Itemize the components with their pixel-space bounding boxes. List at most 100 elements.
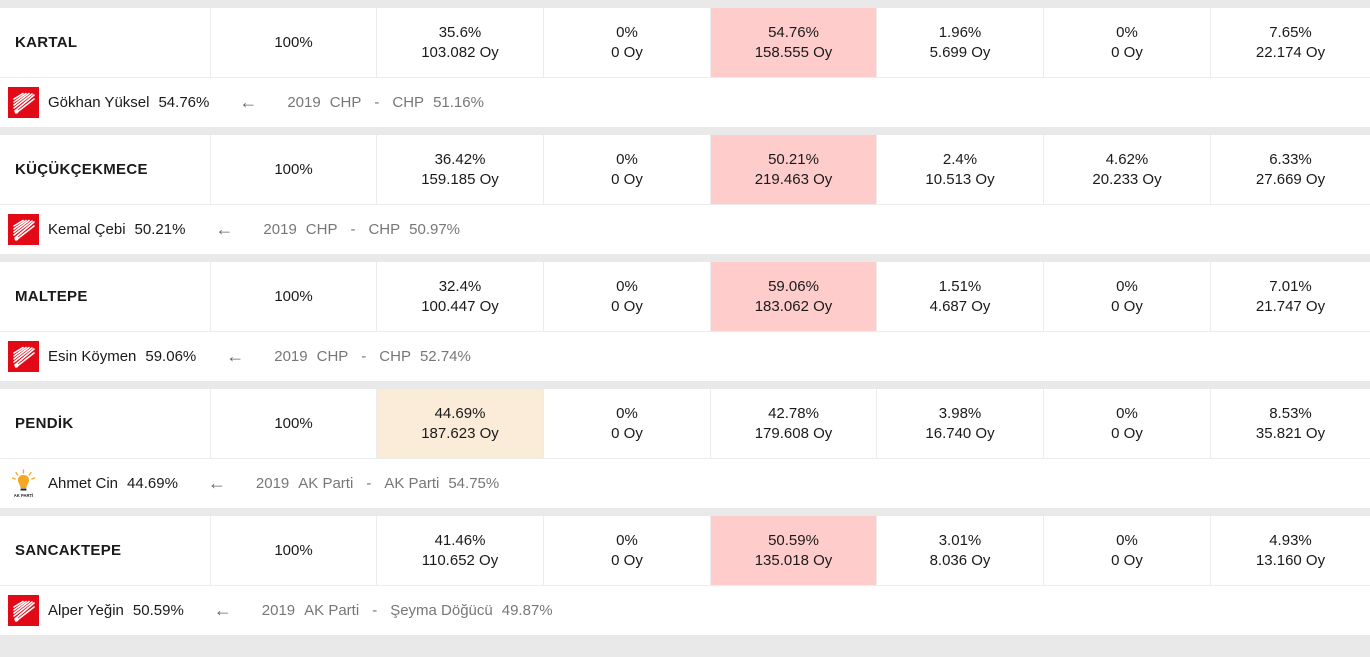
winner-name: Gökhan Yüksel (48, 94, 150, 111)
party-result-cell: 1.96% 5.699 Oy (877, 8, 1044, 77)
party-result-cell: 4.62% 20.233 Oy (1044, 135, 1211, 204)
district-row[interactable]: SANCAKTEPE 100% 41.46% 110.652 Oy 0% 0 Oy 50.5… (0, 516, 1370, 586)
party-percent: 50.59% (768, 531, 819, 549)
history-winner: CHP (392, 94, 425, 111)
party-percent: 6.33% (1269, 150, 1312, 168)
party-result-cell: 1.51% 4.687 Oy (877, 262, 1044, 331)
history-party: AK Parti (298, 475, 354, 492)
history-year: 2019 (263, 221, 297, 238)
turnout-cell: 100% (211, 516, 377, 585)
party-votes: 22.174 Oy (1255, 43, 1326, 61)
history-separator: - (361, 348, 367, 365)
party-votes: 0 Oy (611, 424, 643, 442)
turnout-value: 100% (274, 160, 313, 178)
district-row[interactable]: MALTEPE 100% 32.4% 100.447 Oy 0% 0 Oy 59.06% 18… (0, 262, 1370, 332)
party-votes: 219.463 Oy (754, 170, 833, 188)
turnout-value: 100% (274, 414, 313, 432)
winner-row: Gökhan Yüksel 54.76% ← 2019 CHP - CHP 51.16% (0, 78, 1370, 127)
winner-percent: 50.59% (132, 602, 184, 619)
history-percent: 51.16% (433, 94, 484, 111)
party-result-cell: 3.98% 16.740 Oy (877, 389, 1044, 458)
winner-name: Ahmet Cin (48, 475, 119, 492)
party-percent: 36.42% (434, 150, 486, 168)
party-percent: 1.96% (938, 23, 982, 41)
party-percent: 0% (616, 150, 638, 168)
party-result-cell: 32.4% 100.447 Oy (377, 262, 544, 331)
party-votes: 0 Oy (1111, 297, 1143, 315)
previous-election: 2019 CHP - CHP 52.74% (274, 348, 480, 365)
party-percent: 0% (1116, 404, 1138, 422)
history-separator: - (350, 221, 356, 238)
district-row[interactable]: KARTAL 100% 35.6% 103.082 Oy 0% 0 Oy 54.76% 158… (0, 8, 1370, 78)
party-percent: 8.53% (1269, 404, 1312, 422)
winner-row: Alper Yeğin 50.59% ← 2019 AK Parti - Şeyma Döğ… (0, 586, 1370, 635)
party-percent: 2.4% (942, 150, 978, 168)
party-percent: 41.46% (434, 531, 486, 549)
party-votes: 20.233 Oy (1092, 170, 1162, 188)
party-result-cell: 44.69% 187.623 Oy (377, 389, 544, 458)
district-row[interactable]: KÜÇÜKÇEKMECE 100% 36.42% 159.185 Oy 0% 0 Oy 50… (0, 135, 1370, 205)
party-percent: 0% (1116, 531, 1138, 549)
party-result-cell: 7.65% 22.174 Oy (1211, 8, 1370, 77)
district-name: MALTEPE (0, 262, 211, 331)
previous-election: 2019 CHP - CHP 50.97% (263, 221, 469, 238)
party-votes: 0 Oy (1111, 43, 1143, 61)
party-percent: 0% (616, 404, 638, 422)
district-name: KÜÇÜKÇEKMECE (0, 135, 211, 204)
arrow-left-icon: ← (239, 92, 258, 112)
party-percent: 4.93% (1269, 531, 1312, 549)
turnout-cell: 100% (211, 262, 377, 331)
party-percent: 3.98% (938, 404, 982, 422)
district-name: SANCAKTEPE (0, 516, 211, 585)
party-votes: 0 Oy (611, 297, 643, 315)
winner-name: Kemal Çebi (48, 221, 126, 238)
winner-name: Alper Yeğin (48, 602, 124, 619)
party-votes: 179.608 Oy (754, 424, 833, 442)
history-year: 2019 (261, 602, 296, 619)
party-votes: 0 Oy (611, 551, 643, 569)
party-votes: 5.699 Oy (929, 43, 991, 61)
party-result-cell: 0% 0 Oy (1044, 262, 1211, 331)
turnout-value: 100% (274, 33, 313, 51)
district-results-list: KARTAL 100% 35.6% 103.082 Oy 0% 0 Oy 54.76% 158… (0, 8, 1370, 635)
party-percent: 0% (616, 23, 638, 41)
winner-row: AK PARTİ Ahmet Cin 44.69% ← 2019 AK Parti - AK … (0, 459, 1370, 508)
party-votes: 159.185 Oy (421, 170, 499, 188)
arrow-left-icon: ← (213, 600, 232, 620)
history-party: CHP (329, 94, 362, 111)
winner-percent: 59.06% (145, 348, 197, 365)
party-votes: 8.036 Oy (929, 551, 991, 569)
party-result-cell: 59.06% 183.062 Oy (711, 262, 877, 331)
party-votes: 4.687 Oy (929, 297, 991, 315)
party-result-cell: 7.01% 21.747 Oy (1211, 262, 1370, 331)
winner-percent: 50.21% (134, 221, 186, 238)
party-percent: 0% (616, 531, 638, 549)
history-percent: 50.97% (409, 221, 461, 238)
history-party: CHP (305, 221, 338, 238)
party-percent: 50.21% (768, 150, 819, 168)
winner-name: Esin Köymen (48, 348, 137, 365)
history-party: AK Parti (304, 602, 360, 619)
district-name: PENDİK (0, 389, 211, 458)
party-result-cell: 50.21% 219.463 Oy (711, 135, 877, 204)
party-votes: 10.513 Oy (925, 170, 995, 188)
party-result-cell: 0% 0 Oy (1044, 389, 1211, 458)
chp-logo-icon (8, 87, 39, 118)
history-winner: CHP (379, 348, 411, 365)
turnout-cell: 100% (211, 135, 377, 204)
party-percent: 44.69% (434, 404, 486, 422)
party-votes: 0 Oy (611, 170, 643, 188)
party-result-cell: 54.76% 158.555 Oy (711, 8, 877, 77)
party-votes: 35.821 Oy (1255, 424, 1326, 442)
district-block: KÜÇÜKÇEKMECE 100% 36.42% 159.185 Oy 0% 0 Oy 50… (0, 135, 1370, 254)
party-result-cell: 4.93% 13.160 Oy (1211, 516, 1370, 585)
district-row[interactable]: PENDİK 100% 44.69% 187.623 Oy 0% 0 Oy 42.78% 17… (0, 389, 1370, 459)
party-percent: 7.01% (1269, 277, 1312, 295)
previous-election: 2019 CHP - CHP 51.16% (287, 94, 493, 111)
party-result-cell: 3.01% 8.036 Oy (877, 516, 1044, 585)
party-votes: 183.062 Oy (754, 297, 833, 315)
party-result-cell: 0% 0 Oy (544, 8, 711, 77)
history-year: 2019 (287, 94, 321, 111)
party-votes: 103.082 Oy (421, 43, 499, 61)
party-percent: 0% (616, 277, 638, 295)
